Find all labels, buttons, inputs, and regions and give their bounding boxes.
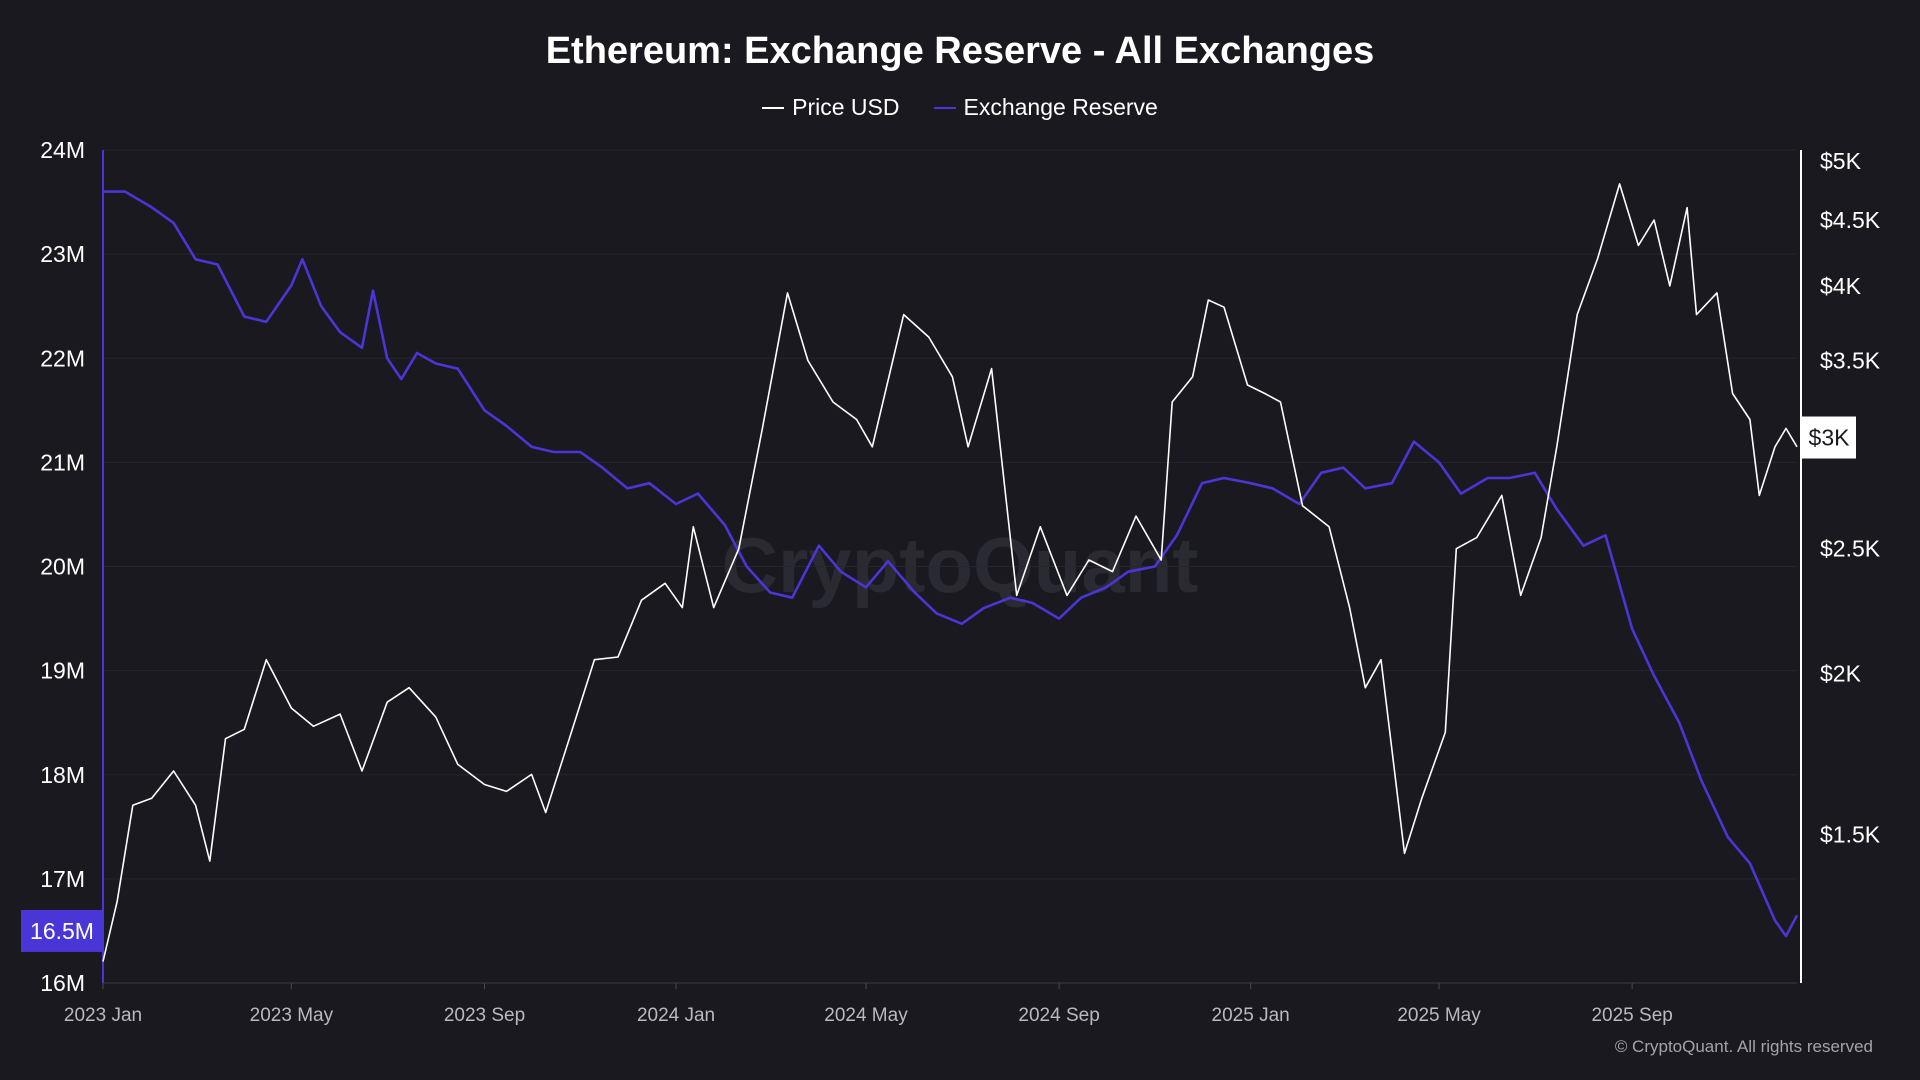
legend-item-reserve[interactable]: Exchange Reserve [933, 94, 1158, 121]
right-tick-label: $2K [1820, 661, 1862, 687]
right-tick-label: $4K [1820, 273, 1862, 299]
series-line-price-usd [102, 183, 1798, 962]
right-tick-label: $1.5K [1820, 821, 1881, 847]
x-tick-label: 2024 May [824, 1005, 908, 1026]
left-tick-label: 16M [40, 970, 85, 996]
x-tick-label: 2023 May [250, 1005, 334, 1026]
x-tick-label: 2023 Jan [64, 1005, 142, 1026]
x-tick-label: 2025 May [1397, 1005, 1481, 1026]
current-price-label: $3K [1809, 425, 1851, 451]
left-tick-label: 20M [40, 554, 85, 580]
current-price-badge [1802, 416, 1856, 459]
legend-label-price: Price USD [792, 94, 900, 120]
left-tick-label: 22M [40, 345, 85, 371]
left-tick-label: 19M [40, 658, 85, 684]
x-tick-label: 2024 Jan [637, 1005, 715, 1026]
left-tick-label: 18M [40, 762, 85, 788]
legend-swatch-price [762, 106, 785, 109]
x-tick-label: 2024 Sep [1018, 1005, 1099, 1026]
legend-label-reserve: Exchange Reserve [963, 94, 1158, 120]
left-tick-label: 23M [40, 241, 85, 267]
left-tick-label: 21M [40, 449, 85, 475]
right-tick-label: $2.5K [1820, 536, 1881, 562]
x-tick-label: 2023 Sep [444, 1005, 525, 1026]
watermark-logo: CryptoQuant [721, 521, 1199, 609]
legend-item-price[interactable]: Price USD [762, 94, 900, 121]
x-tick-label: 2025 Sep [1591, 1005, 1672, 1026]
copyright-notice: © CryptoQuant. All rights reserved [1614, 1037, 1873, 1056]
chart-title: Ethereum: Exchange Reserve - All Exchang… [545, 30, 1375, 72]
right-tick-label: $4.5K [1820, 207, 1881, 233]
left-tick-label: 17M [40, 866, 85, 892]
series-line-exchange-reserve [103, 190, 1799, 938]
right-tick-label: $3.5K [1820, 348, 1881, 374]
current-reserve-badge [21, 909, 103, 952]
right-tick-label: $5K [1820, 148, 1862, 174]
x-tick-label: 2025 Jan [1212, 1005, 1290, 1026]
chart-legend: Price USD Exchange Reserve [0, 94, 1920, 121]
current-reserve-label: 16.5M [30, 918, 94, 944]
left-tick-label: 24M [40, 137, 85, 163]
legend-swatch-reserve [933, 106, 956, 109]
